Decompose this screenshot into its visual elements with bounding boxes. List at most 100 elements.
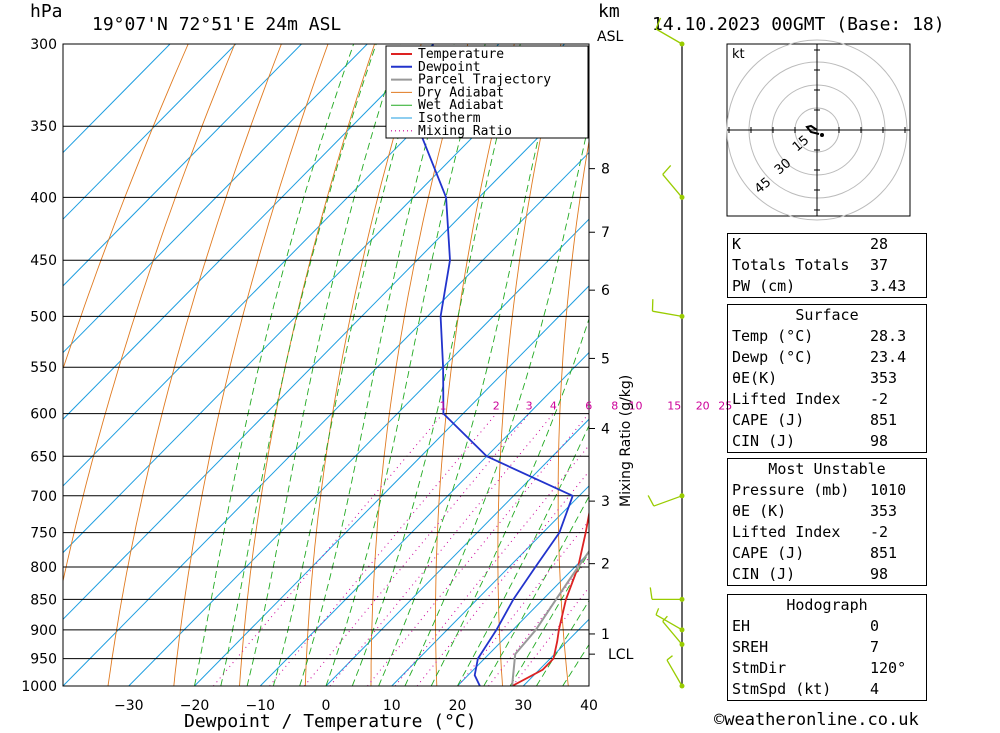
km-tick-label: 8 — [601, 162, 610, 178]
parcel-trajectory-line — [511, 549, 589, 686]
wet-adiabat-line — [246, 44, 401, 686]
mixing-ratio-label: 10 — [628, 400, 642, 413]
mixing-ratio-line — [457, 519, 589, 686]
pressure-tick-label: 300 — [30, 37, 57, 53]
temperature-tick-label: 40 — [580, 698, 598, 714]
pressure-tick-label: 400 — [30, 190, 57, 206]
legend-item: Mixing Ratio — [418, 124, 512, 139]
surface-value: 98 — [870, 432, 889, 450]
dry-adiabat-line — [497, 44, 562, 686]
wet-adiabat-line — [351, 44, 521, 686]
most-unstable-row: Lifted Index -2 — [728, 522, 926, 543]
temperature-tick-label: 10 — [383, 698, 401, 714]
pressure-tick-label: 950 — [30, 652, 57, 668]
km-tick-label: 2 — [601, 557, 610, 573]
wind-barb-staff — [652, 310, 683, 318]
most-unstable-row: CIN (J) 98 — [728, 564, 926, 585]
dewpoint-line — [416, 44, 574, 686]
isotherm-line — [63, 44, 171, 154]
surface-label: θE(K) — [732, 369, 778, 387]
surface-label: Dewp (°C) — [732, 348, 814, 366]
mixing-ratio-line — [269, 413, 497, 686]
pressure-tick-label: 450 — [30, 253, 57, 269]
wind-barb-flag — [649, 587, 653, 600]
wet-adiabat-line — [194, 44, 355, 686]
wind-barb-flag — [655, 608, 660, 616]
isotherm-line — [63, 44, 434, 420]
surface-value: -2 — [870, 390, 889, 408]
mixing-ratio-label: 15 — [667, 400, 681, 413]
most-unstable-value: -2 — [870, 523, 889, 541]
temperature-tick-label: 20 — [449, 698, 467, 714]
wind-profile — [647, 17, 685, 689]
hodograph-stat-label: StmDir — [732, 659, 787, 677]
credit-link[interactable]: ©weatheronline.co.uk — [714, 710, 919, 730]
isotherm-line — [63, 44, 237, 220]
wind-barb-staff — [655, 28, 683, 45]
wet-adiabat-line — [430, 317, 589, 686]
wind-barb-flag — [647, 495, 655, 507]
most-unstable-label: Lifted Index — [732, 523, 841, 541]
dry-adiabat-line — [932, 44, 1000, 686]
surface-value: 28.3 — [870, 327, 907, 345]
mixing-ratio-label: 3 — [526, 400, 533, 413]
km-tick-label: 6 — [601, 283, 610, 299]
pressure-tick-label: 1000 — [21, 679, 57, 695]
dry-adiabat-line — [980, 44, 1000, 686]
hodograph-stat-row: StmDir 120° — [728, 658, 926, 679]
isotherm-line — [63, 151, 589, 686]
pressure-tick-label: 750 — [30, 526, 57, 542]
surface-row: CIN (J) 98 — [728, 431, 926, 452]
index-row: K 28 — [728, 234, 926, 255]
temperature-tick-label: −20 — [180, 698, 210, 714]
pressure-tick-label: 700 — [30, 489, 57, 505]
most-unstable-label: CAPE (J) — [732, 544, 805, 562]
surface-label: CIN (J) — [732, 432, 796, 450]
location-title: 19°07'N 72°51'E 24m ASL — [92, 14, 341, 35]
index-row: Totals Totals 37 — [728, 255, 926, 276]
index-label: K — [732, 235, 742, 253]
most-unstable-row: Pressure (mb) 1010 — [728, 480, 926, 501]
hodograph-stat-row: SREH 7 — [728, 637, 926, 658]
plot-grid — [63, 44, 1000, 686]
pressure-tick-label: 550 — [30, 360, 57, 376]
most-unstable-row: θE (K) 353 — [728, 501, 926, 522]
pressure-tick-label: 350 — [30, 119, 57, 135]
legend-item: Isotherm — [418, 111, 481, 126]
most-unstable-value: 353 — [870, 502, 898, 520]
surface-row: Temp (°C) 28.3 — [728, 326, 926, 347]
mixing-ratio-label: 8 — [611, 400, 618, 413]
wind-barb-staff — [662, 174, 683, 198]
most-unstable-label: θE (K) — [732, 502, 787, 520]
most-unstable-label: Pressure (mb) — [732, 481, 850, 499]
legend-item: Parcel Trajectory — [418, 73, 551, 88]
most-unstable-row: CAPE (J) 851 — [728, 543, 926, 564]
surface-row: Lifted Index -2 — [728, 389, 926, 410]
mixing-ratio-line — [329, 413, 554, 686]
wind-barb-flag — [662, 615, 668, 622]
dry-adiabat-line — [107, 44, 282, 686]
hodograph-stat-value: 4 — [870, 680, 880, 698]
dry-adiabat-line — [673, 44, 701, 686]
isotherm-line — [325, 418, 589, 686]
temperature-line — [511, 509, 589, 686]
pressure-tick-label: 800 — [30, 560, 57, 576]
indices-table: K 28 Totals Totals 37 PW (cm) 3.43 — [728, 234, 926, 297]
mixing-ratio-label: 1 — [439, 400, 446, 413]
surface-panel: Surface Temp (°C) 28.3 Dewp (°C) 23.4 θE(K) 3… — [727, 304, 927, 453]
surface-label: Lifted Index — [732, 390, 841, 408]
lcl-label: LCL — [608, 647, 634, 663]
most-unstable-title: Most Unstable — [768, 460, 886, 478]
hodograph-stat-value: 0 — [870, 617, 880, 635]
datetime-title: 14.10.2023 00GMT (Base: 18) — [652, 14, 945, 35]
isotherm-line — [391, 485, 589, 686]
wind-barb-staff — [655, 614, 683, 631]
index-value: 28 — [870, 235, 889, 253]
km-unit-label: km — [598, 1, 620, 22]
isotherm-line — [259, 351, 589, 686]
km-tick-label: 4 — [601, 422, 610, 438]
temperature-tick-label: −10 — [245, 698, 275, 714]
hodograph-table: EH 0 SREH 7 StmDir 120° StmSpd (kt) 4 — [728, 616, 926, 700]
